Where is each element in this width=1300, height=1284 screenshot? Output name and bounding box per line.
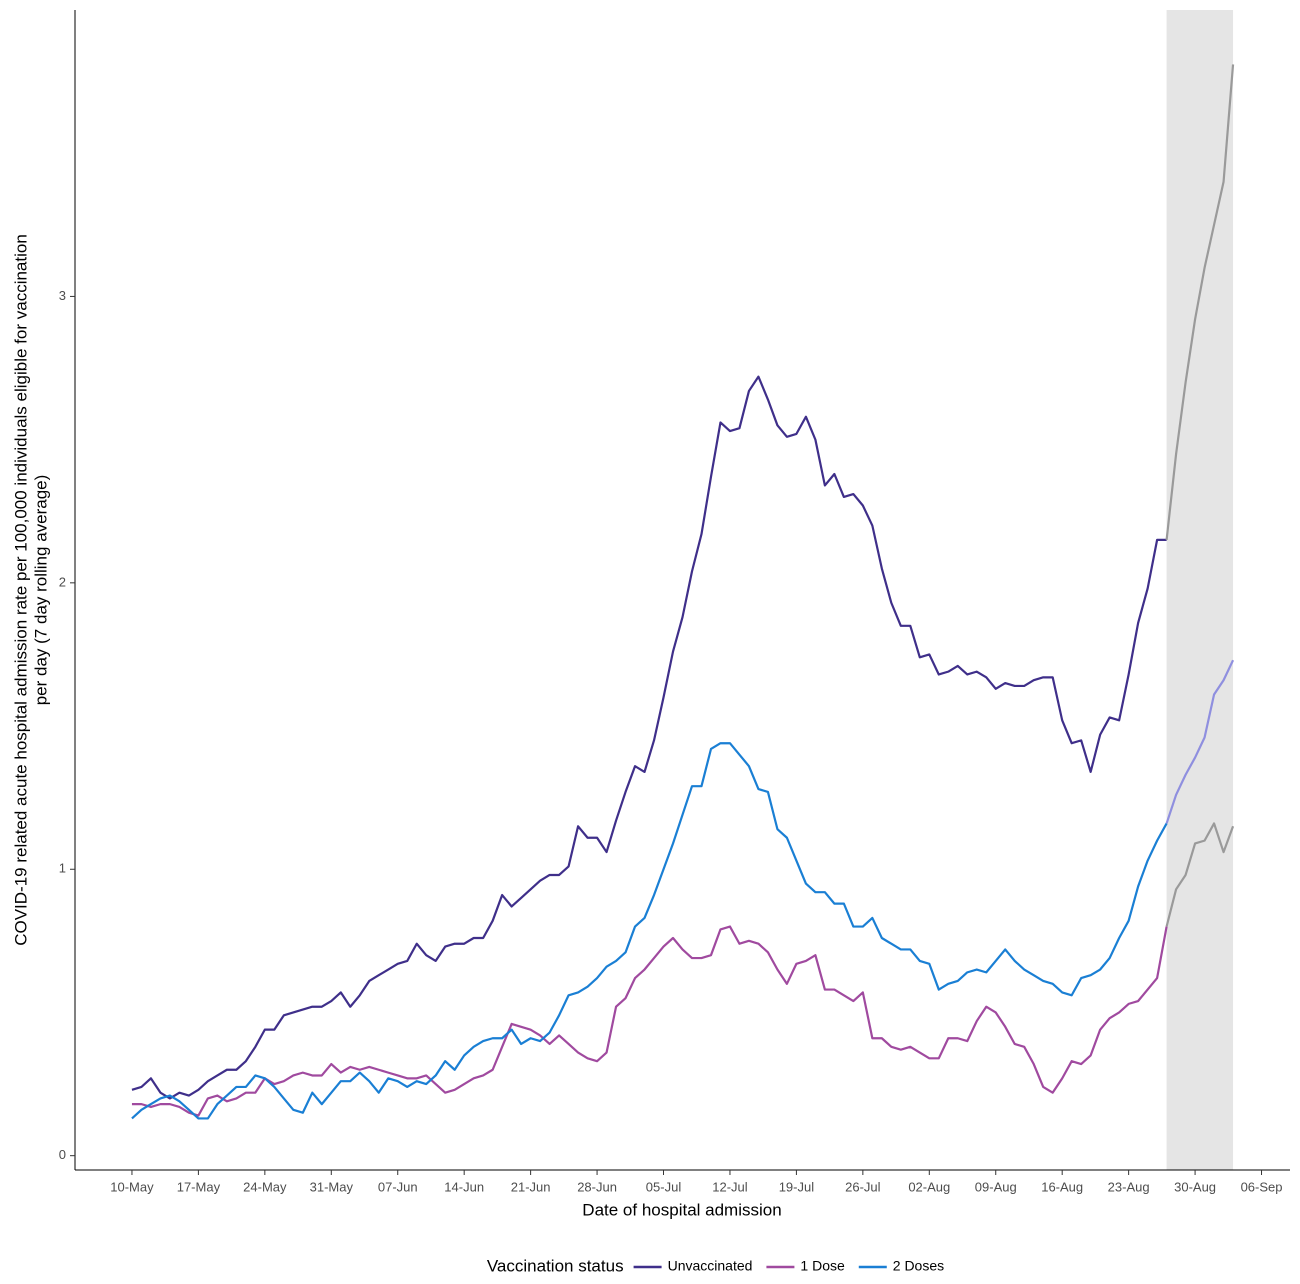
y-tick-label: 2 xyxy=(59,574,66,589)
x-tick-label: 14-Jun xyxy=(444,1179,484,1194)
x-axis-title: Date of hospital admission xyxy=(582,1200,781,1219)
x-tick-label: 31-May xyxy=(310,1179,354,1194)
x-tick-label: 09-Aug xyxy=(975,1179,1017,1194)
x-tick-label: 24-May xyxy=(243,1179,287,1194)
y-tick-label: 3 xyxy=(59,288,66,303)
series-line-shaded xyxy=(1165,822,1235,927)
x-tick-label: 06-Sep xyxy=(1241,1179,1283,1194)
legend-title: Vaccination status xyxy=(487,1256,624,1275)
x-tick-label: 21-Jun xyxy=(511,1179,551,1194)
series-line-shaded xyxy=(1165,659,1235,824)
x-tick-label: 05-Jul xyxy=(646,1179,682,1194)
x-tick-label: 10-May xyxy=(110,1179,154,1194)
y-tick-label: 1 xyxy=(59,861,66,876)
x-tick-label: 23-Aug xyxy=(1108,1179,1150,1194)
legend-label: 2 Doses xyxy=(893,1258,944,1274)
x-tick-label: 30-Aug xyxy=(1174,1179,1216,1194)
shaded-region xyxy=(1166,10,1234,1170)
x-tick-label: 12-Jul xyxy=(712,1179,748,1194)
series-line xyxy=(131,742,1168,1120)
x-tick-label: 26-Jul xyxy=(845,1179,881,1194)
x-tick-label: 16-Aug xyxy=(1041,1179,1083,1194)
y-axis-title: per day (7 day rolling average) xyxy=(31,475,50,706)
x-tick-label: 28-Jun xyxy=(577,1179,617,1194)
series-line-shaded xyxy=(1165,64,1235,541)
x-tick-label: 07-Jun xyxy=(378,1179,418,1194)
x-tick-label: 17-May xyxy=(177,1179,221,1194)
x-tick-label: 02-Aug xyxy=(908,1179,950,1194)
series-line xyxy=(131,925,1168,1117)
legend-label: 1 Dose xyxy=(800,1258,845,1274)
x-tick-label: 19-Jul xyxy=(779,1179,815,1194)
legend-label: Unvaccinated xyxy=(668,1258,753,1274)
y-tick-label: 0 xyxy=(59,1147,66,1162)
y-axis-title: COVID-19 related acute hospital admissio… xyxy=(11,234,30,946)
series-line xyxy=(131,375,1167,1100)
